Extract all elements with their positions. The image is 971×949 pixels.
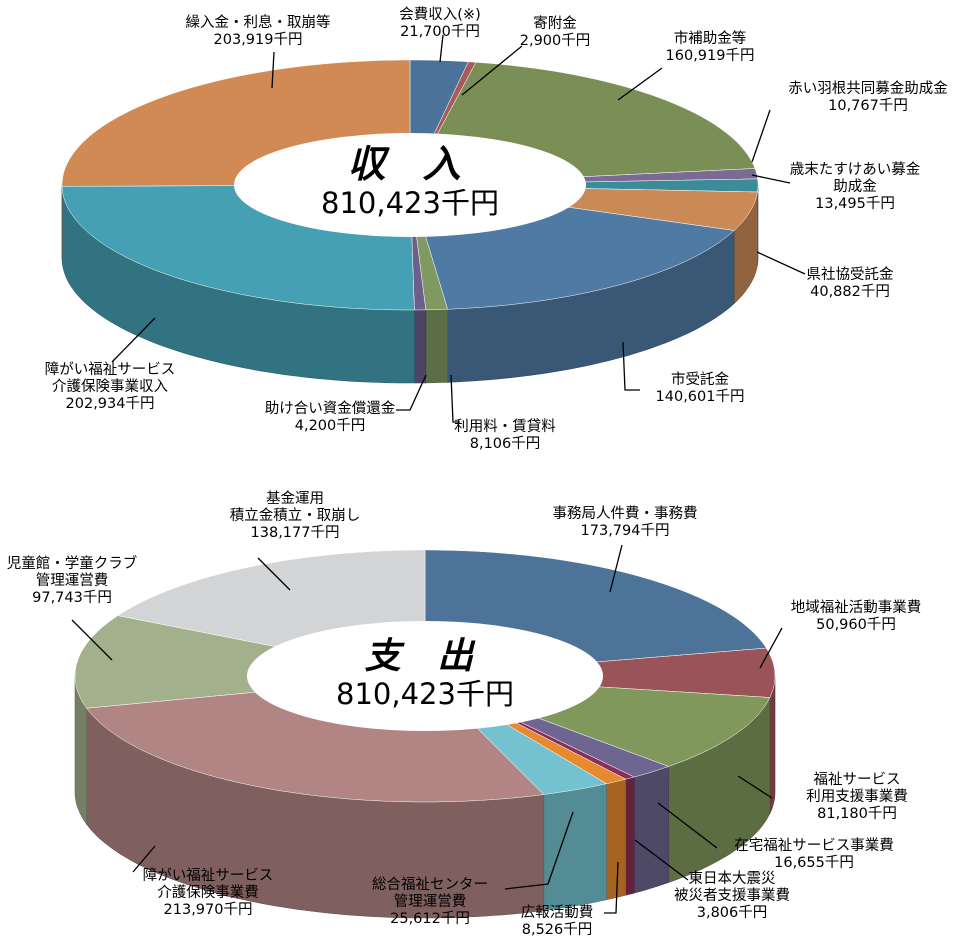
slice-value: 13,495千円 bbox=[815, 195, 895, 212]
pie-side-expense-6 bbox=[606, 778, 627, 901]
slice-label: 障がい福祉サービス bbox=[143, 866, 274, 884]
leader-line bbox=[756, 251, 806, 275]
slice-value: 138,177千円 bbox=[251, 524, 340, 541]
slice-value: 203,919千円 bbox=[214, 31, 303, 48]
slice-label: 基金運用 bbox=[266, 490, 324, 507]
leader-line bbox=[257, 557, 291, 591]
slice-labels: 事務局人件費・事務費173,794千円地域福祉活動事業費50,960千円福祉サー… bbox=[7, 490, 922, 938]
chart-total: 810,423千円 bbox=[321, 186, 499, 220]
slice-value: 202,934千円 bbox=[66, 395, 155, 412]
slice-value: 81,180千円 bbox=[817, 805, 897, 822]
slice-value: 97,743千円 bbox=[32, 589, 112, 606]
slice-value: 40,882千円 bbox=[810, 283, 890, 300]
leader-line bbox=[132, 845, 156, 873]
slice-label: 県社協受託金 bbox=[807, 266, 894, 283]
leader-line bbox=[751, 174, 791, 184]
slice-value: 10,767千円 bbox=[828, 97, 908, 114]
slice-label: 在宅福祉サービス事業費 bbox=[734, 837, 894, 854]
leader-line bbox=[271, 51, 275, 89]
slice-label: 被災者支援事業費 bbox=[674, 887, 790, 904]
leader-line bbox=[461, 45, 523, 96]
slice-label: 助け合い資金償還金 bbox=[265, 400, 396, 417]
pie-side-expense-4 bbox=[633, 766, 669, 894]
pie-side-expense-5 bbox=[625, 776, 635, 896]
pie-side-walls bbox=[74, 675, 776, 919]
slice-value: 16,655千円 bbox=[774, 854, 854, 871]
donut-center bbox=[234, 133, 586, 237]
pie-side-expense-2 bbox=[769, 675, 776, 814]
slice-value: 160,919千円 bbox=[666, 47, 755, 64]
slice-label: 児童館・学童クラブ bbox=[7, 554, 138, 572]
slice-label: 総合福祉センター bbox=[372, 876, 488, 893]
slice-label: 利用料・賃貸料 bbox=[454, 418, 556, 435]
pie-slice-expense-9 bbox=[74, 615, 426, 709]
slice-value: 8,526千円 bbox=[522, 921, 593, 938]
donut-center bbox=[247, 621, 603, 731]
slice-label: 介護保険事業収入 bbox=[52, 378, 168, 395]
leader-line bbox=[504, 811, 574, 890]
slice-label: 地域福祉活動事業費 bbox=[791, 599, 922, 616]
pie-side-income-9 bbox=[414, 309, 427, 384]
slice-label: 寄附金 bbox=[533, 14, 577, 32]
slice-label: 障がい福祉サービス bbox=[45, 360, 176, 378]
slice-label: 管理運営費 bbox=[36, 572, 109, 589]
slice-label: 市受託金 bbox=[671, 371, 729, 388]
leader-line bbox=[759, 627, 783, 669]
leader-line bbox=[604, 861, 619, 914]
leader-line bbox=[609, 544, 623, 593]
leader-line bbox=[617, 67, 663, 101]
expense-pie-chart: 支 出810,423千円事務局人件費・事務費173,794千円地域福祉活動事業費… bbox=[7, 490, 922, 938]
slice-value: 3,806千円 bbox=[697, 904, 768, 921]
leader-line bbox=[439, 34, 444, 63]
leader-line bbox=[737, 775, 773, 799]
leader-line bbox=[634, 839, 689, 881]
slice-value: 140,601千円 bbox=[656, 388, 745, 405]
slice-value: 25,612千円 bbox=[390, 910, 470, 927]
slice-label: 利用支援事業費 bbox=[806, 788, 908, 805]
slice-value: 21,700千円 bbox=[400, 23, 480, 40]
slice-value: 50,960千円 bbox=[816, 616, 896, 633]
slice-label: 積立金積立・取崩し bbox=[230, 507, 361, 524]
slice-label: 管理運営費 bbox=[394, 893, 467, 910]
pie-side-income-8 bbox=[425, 308, 448, 384]
slice-label: 事務局人件費・事務費 bbox=[553, 505, 698, 522]
slice-value: 213,970千円 bbox=[164, 901, 253, 918]
leader-line bbox=[622, 341, 640, 391]
pie-side-expense-7 bbox=[543, 783, 607, 911]
slice-value: 8,106千円 bbox=[470, 435, 541, 452]
chart-title: 収 入 bbox=[347, 142, 472, 186]
slice-label: 市補助金等 bbox=[674, 29, 747, 47]
slice-label: 助成金 bbox=[833, 178, 877, 195]
slice-label: 福祉サービス bbox=[814, 771, 901, 788]
slice-value: 4,200千円 bbox=[295, 417, 366, 434]
leader-line bbox=[71, 619, 113, 661]
slice-value: 2,900千円 bbox=[520, 32, 591, 49]
chart-title: 支 出 bbox=[365, 636, 486, 677]
slice-label: 会費収入(※) bbox=[399, 6, 480, 23]
leader-line bbox=[751, 109, 771, 163]
leader-line bbox=[396, 374, 427, 411]
leader-line bbox=[111, 317, 156, 363]
slice-label: 歳末たすけあい募金 bbox=[790, 161, 921, 178]
slice-label: 広報活動費 bbox=[521, 904, 594, 921]
slice-value: 173,794千円 bbox=[581, 522, 670, 539]
leader-line bbox=[657, 802, 718, 849]
leader-line bbox=[450, 374, 460, 423]
slice-label: 赤い羽根共同募金助成金 bbox=[788, 80, 948, 97]
slice-label: 東日本大震災 bbox=[689, 870, 776, 887]
chart-total: 810,423千円 bbox=[336, 677, 514, 711]
slice-label: 繰入金・利息・取崩等 bbox=[186, 13, 331, 31]
slice-label: 介護保険事業費 bbox=[157, 884, 259, 901]
